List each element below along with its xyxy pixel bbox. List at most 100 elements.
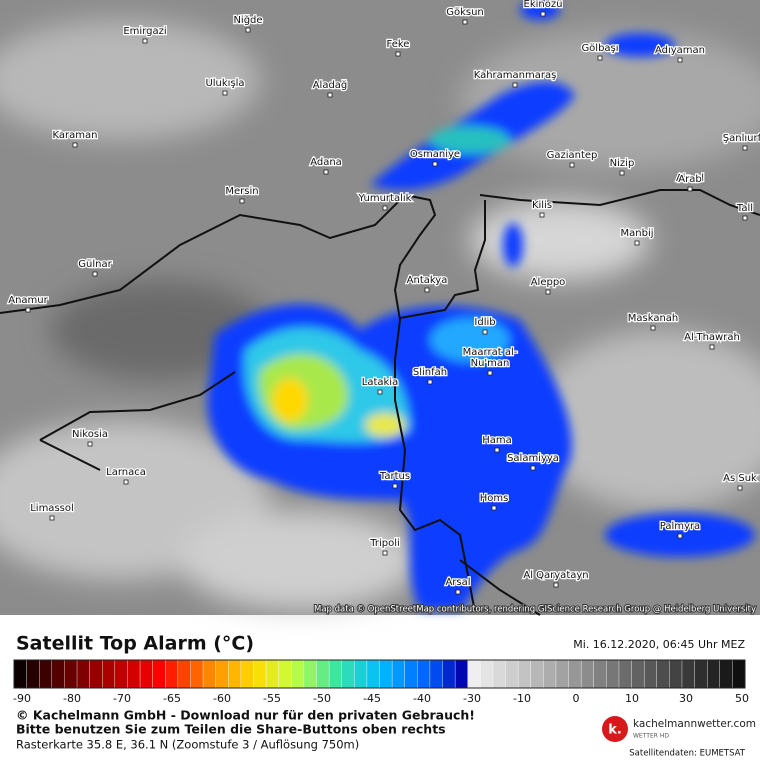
timestamp: Mi. 16.12.2020, 06:45 Uhr MEZ — [573, 638, 745, 651]
color-cell — [316, 659, 330, 689]
city-marker — [597, 55, 603, 61]
raster-info: Rasterkarte 35.8 E, 36.1 N (Zoomstufe 3 … — [16, 738, 359, 752]
city-marker — [487, 370, 493, 376]
legend-tick-label: -10 — [513, 692, 531, 705]
color-cell — [341, 659, 355, 689]
city-label: Aladağ — [313, 79, 348, 91]
logo-name: kachelmannwetter.com — [633, 718, 756, 730]
city-label: Gölbaşı — [581, 43, 618, 54]
city-label: Idlib — [474, 317, 495, 328]
city-label: Niğde — [233, 14, 262, 26]
color-cell — [732, 659, 746, 689]
city-label: Yumurtalık — [358, 193, 412, 204]
color-cell — [215, 659, 229, 689]
color-cell — [265, 659, 280, 689]
city-label: Tartus — [379, 471, 410, 482]
color-cell — [719, 659, 733, 689]
color-cell — [152, 659, 166, 689]
data-source: Satellitendaten: EUMETSAT — [629, 749, 746, 759]
city-label: Osmaniye — [410, 149, 460, 160]
city-marker — [239, 198, 245, 204]
color-cell — [13, 659, 28, 689]
city-label: Larnaca — [106, 467, 146, 478]
city-marker — [392, 483, 398, 489]
color-cell — [555, 659, 570, 689]
city-marker — [87, 441, 93, 447]
city-label: Emirgazi — [123, 26, 166, 37]
legend-tick-label: -65 — [163, 692, 181, 705]
color-cell — [379, 659, 393, 689]
city-marker — [382, 550, 388, 556]
city-marker — [709, 344, 715, 350]
city-label: Maskanah — [628, 313, 679, 324]
logo-mark: k. — [608, 723, 622, 738]
city-marker — [222, 90, 228, 96]
city-marker — [545, 289, 551, 295]
color-cell — [606, 659, 620, 689]
color-cell — [240, 659, 254, 689]
city-label: Arab — [678, 174, 701, 185]
color-cell — [442, 659, 456, 689]
color-cell — [114, 659, 128, 689]
city-marker — [677, 57, 683, 63]
city-marker — [742, 145, 748, 151]
city-marker — [634, 240, 640, 246]
borders — [0, 189, 760, 616]
city-label: Mersin — [225, 186, 258, 197]
color-cell — [127, 659, 141, 689]
city-marker — [512, 82, 518, 88]
legend-tick-label: -70 — [113, 692, 131, 705]
city-label: Antakya — [407, 275, 448, 286]
city-label: Al Qaryatayn — [523, 570, 588, 581]
color-cell — [580, 659, 595, 689]
color-cell — [102, 659, 116, 689]
city-label: Latakia — [362, 377, 398, 388]
city-label: Nikosia — [72, 429, 108, 440]
city-marker — [569, 162, 575, 168]
city-label: Ekinözü — [524, 0, 563, 10]
city-label: Salamiyya — [507, 453, 559, 464]
color-cell — [417, 659, 431, 689]
city-marker — [462, 19, 468, 25]
legend-tick-label: -80 — [63, 692, 81, 705]
legend-tick-label: -60 — [213, 692, 231, 705]
share-line: Bitte benutzen Sie zum Teilen die Share-… — [16, 722, 446, 737]
legend-tick-label: -45 — [363, 692, 381, 705]
color-cell — [530, 659, 544, 689]
city-marker — [530, 465, 536, 471]
color-cell — [366, 659, 380, 689]
legend-tick-label: -50 — [313, 692, 331, 705]
color-cell — [89, 659, 103, 689]
color-cell — [694, 659, 708, 689]
city-label: Nizip — [610, 158, 635, 169]
city-marker — [742, 215, 748, 221]
color-cell — [328, 659, 343, 689]
color-cell — [631, 659, 645, 689]
city-marker — [553, 582, 559, 588]
color-cell — [177, 659, 191, 689]
legend-tick-label: 0 — [573, 692, 580, 705]
color-cell — [39, 659, 53, 689]
copyright-line: © Kachelmann GmbH - Download nur für den… — [16, 708, 475, 723]
city-marker — [677, 533, 683, 539]
color-cell — [139, 659, 154, 689]
city-marker — [455, 589, 461, 595]
city-label: Kahramanmaraş — [474, 70, 557, 81]
city-label: Ulukışla — [205, 78, 244, 89]
city-label: Feke — [387, 39, 410, 50]
city-label: Karaman — [53, 130, 98, 141]
color-cell — [543, 659, 557, 689]
city-marker — [650, 325, 656, 331]
color-cell — [51, 659, 65, 689]
color-cell — [669, 659, 683, 689]
city-marker — [72, 142, 78, 148]
city-label: Hama — [482, 435, 512, 446]
legend-tick-label: -90 — [13, 692, 31, 705]
color-cell — [26, 659, 40, 689]
city-marker — [687, 186, 693, 192]
city-label: Limassol — [30, 503, 74, 514]
city-marker — [327, 92, 333, 98]
city-marker — [382, 205, 388, 211]
